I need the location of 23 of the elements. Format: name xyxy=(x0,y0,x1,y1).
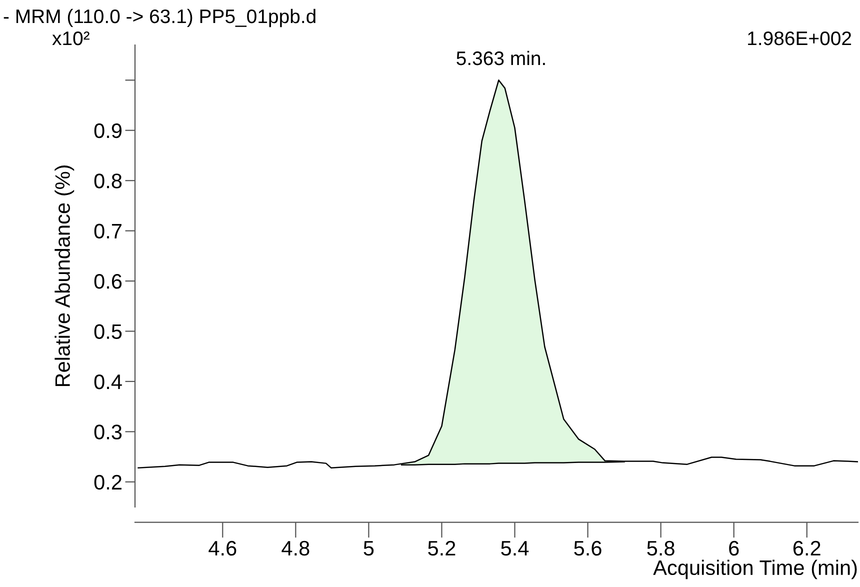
x-tick-label: 6 xyxy=(729,540,739,556)
x-tick-label: 4.8 xyxy=(282,540,310,556)
y-tick-label: 0.6 xyxy=(94,274,122,289)
x-tick-label: 5.8 xyxy=(647,540,674,556)
annotation: 5.363 min. xyxy=(456,50,545,66)
y-tick-label: 0.2 xyxy=(94,474,122,490)
y-tick-label: 0.9 xyxy=(94,123,122,138)
x-tick-label: 4.6 xyxy=(208,540,236,556)
x-tick-label: 5.2 xyxy=(428,540,456,556)
y-tick-label: 0.7 xyxy=(94,224,122,239)
x-tick-label: 6.2 xyxy=(793,540,820,556)
y-axis-title: Relative Abundance (%) xyxy=(54,166,74,386)
x-axis-title: Acquisition Time (min) xyxy=(653,560,857,580)
y-tick-label: 0.4 xyxy=(94,374,122,390)
y-tick-label: 0.5 xyxy=(94,324,122,339)
x-tick-label: 5.6 xyxy=(574,540,602,556)
annotation: 1.986E+002 xyxy=(748,31,852,46)
x-tick-label: 5.4 xyxy=(501,541,529,556)
y-tick-label: 0.8 xyxy=(94,174,122,188)
x-tick-label: 5 xyxy=(364,541,374,556)
chart-title: - MRM (110.0 -> 63.1) PP5_01ppb.d xyxy=(4,8,316,28)
y-tick-label: 0.3 xyxy=(94,424,122,440)
text: x10² xyxy=(52,31,90,46)
